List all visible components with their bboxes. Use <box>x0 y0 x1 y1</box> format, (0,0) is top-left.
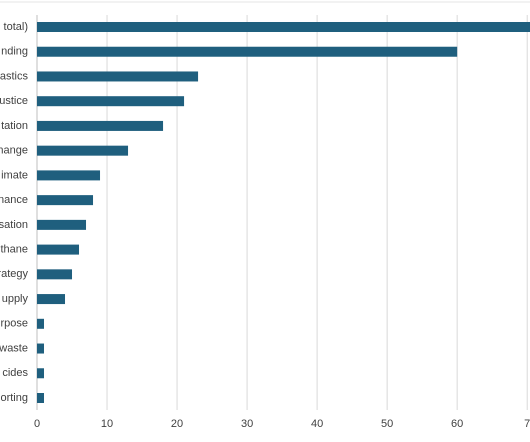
x-tick-label: 40 <box>311 418 323 430</box>
y-tick-label: thane <box>0 244 28 256</box>
y-tick-label: sation <box>0 219 28 231</box>
y-tick-label: total) <box>4 21 28 33</box>
y-tick-label: upply <box>2 293 29 305</box>
x-tick-label: 7 <box>524 418 530 430</box>
y-tick-label: hange <box>0 145 28 157</box>
bar <box>37 294 66 305</box>
y-tick-label: nance <box>0 194 28 206</box>
bar <box>37 219 87 230</box>
y-tick-label: orting <box>0 392 28 404</box>
y-tick-label: tation <box>1 120 28 132</box>
y-tick-label: ustice <box>0 95 28 107</box>
bar <box>37 269 73 280</box>
bar <box>37 170 101 181</box>
bar <box>37 120 164 131</box>
x-tick-label: 30 <box>241 418 253 430</box>
y-tick-label: imate <box>1 169 28 181</box>
bar <box>37 318 45 329</box>
y-tick-label: astics <box>0 70 28 82</box>
bar <box>37 96 185 107</box>
bar <box>37 393 45 403</box>
bar <box>37 195 94 206</box>
y-tick-label: nding <box>1 46 28 58</box>
x-tick-label: 50 <box>381 418 393 430</box>
x-tick-label: 0 <box>34 418 40 430</box>
bars <box>37 22 530 403</box>
x-tick-label: 20 <box>171 418 183 430</box>
x-tick-label: 10 <box>101 418 113 430</box>
x-tick-label: 60 <box>451 418 463 430</box>
bar <box>37 46 458 57</box>
bar <box>37 244 80 255</box>
bar <box>37 368 45 379</box>
bar <box>37 22 530 32</box>
y-tick-label: rpose <box>0 318 28 330</box>
y-tick-label: waste <box>0 342 28 354</box>
y-tick-label: cides <box>2 367 28 379</box>
bar <box>37 71 199 82</box>
bar <box>37 145 129 156</box>
y-tick-label: rategy <box>0 268 28 280</box>
bar <box>37 343 45 354</box>
